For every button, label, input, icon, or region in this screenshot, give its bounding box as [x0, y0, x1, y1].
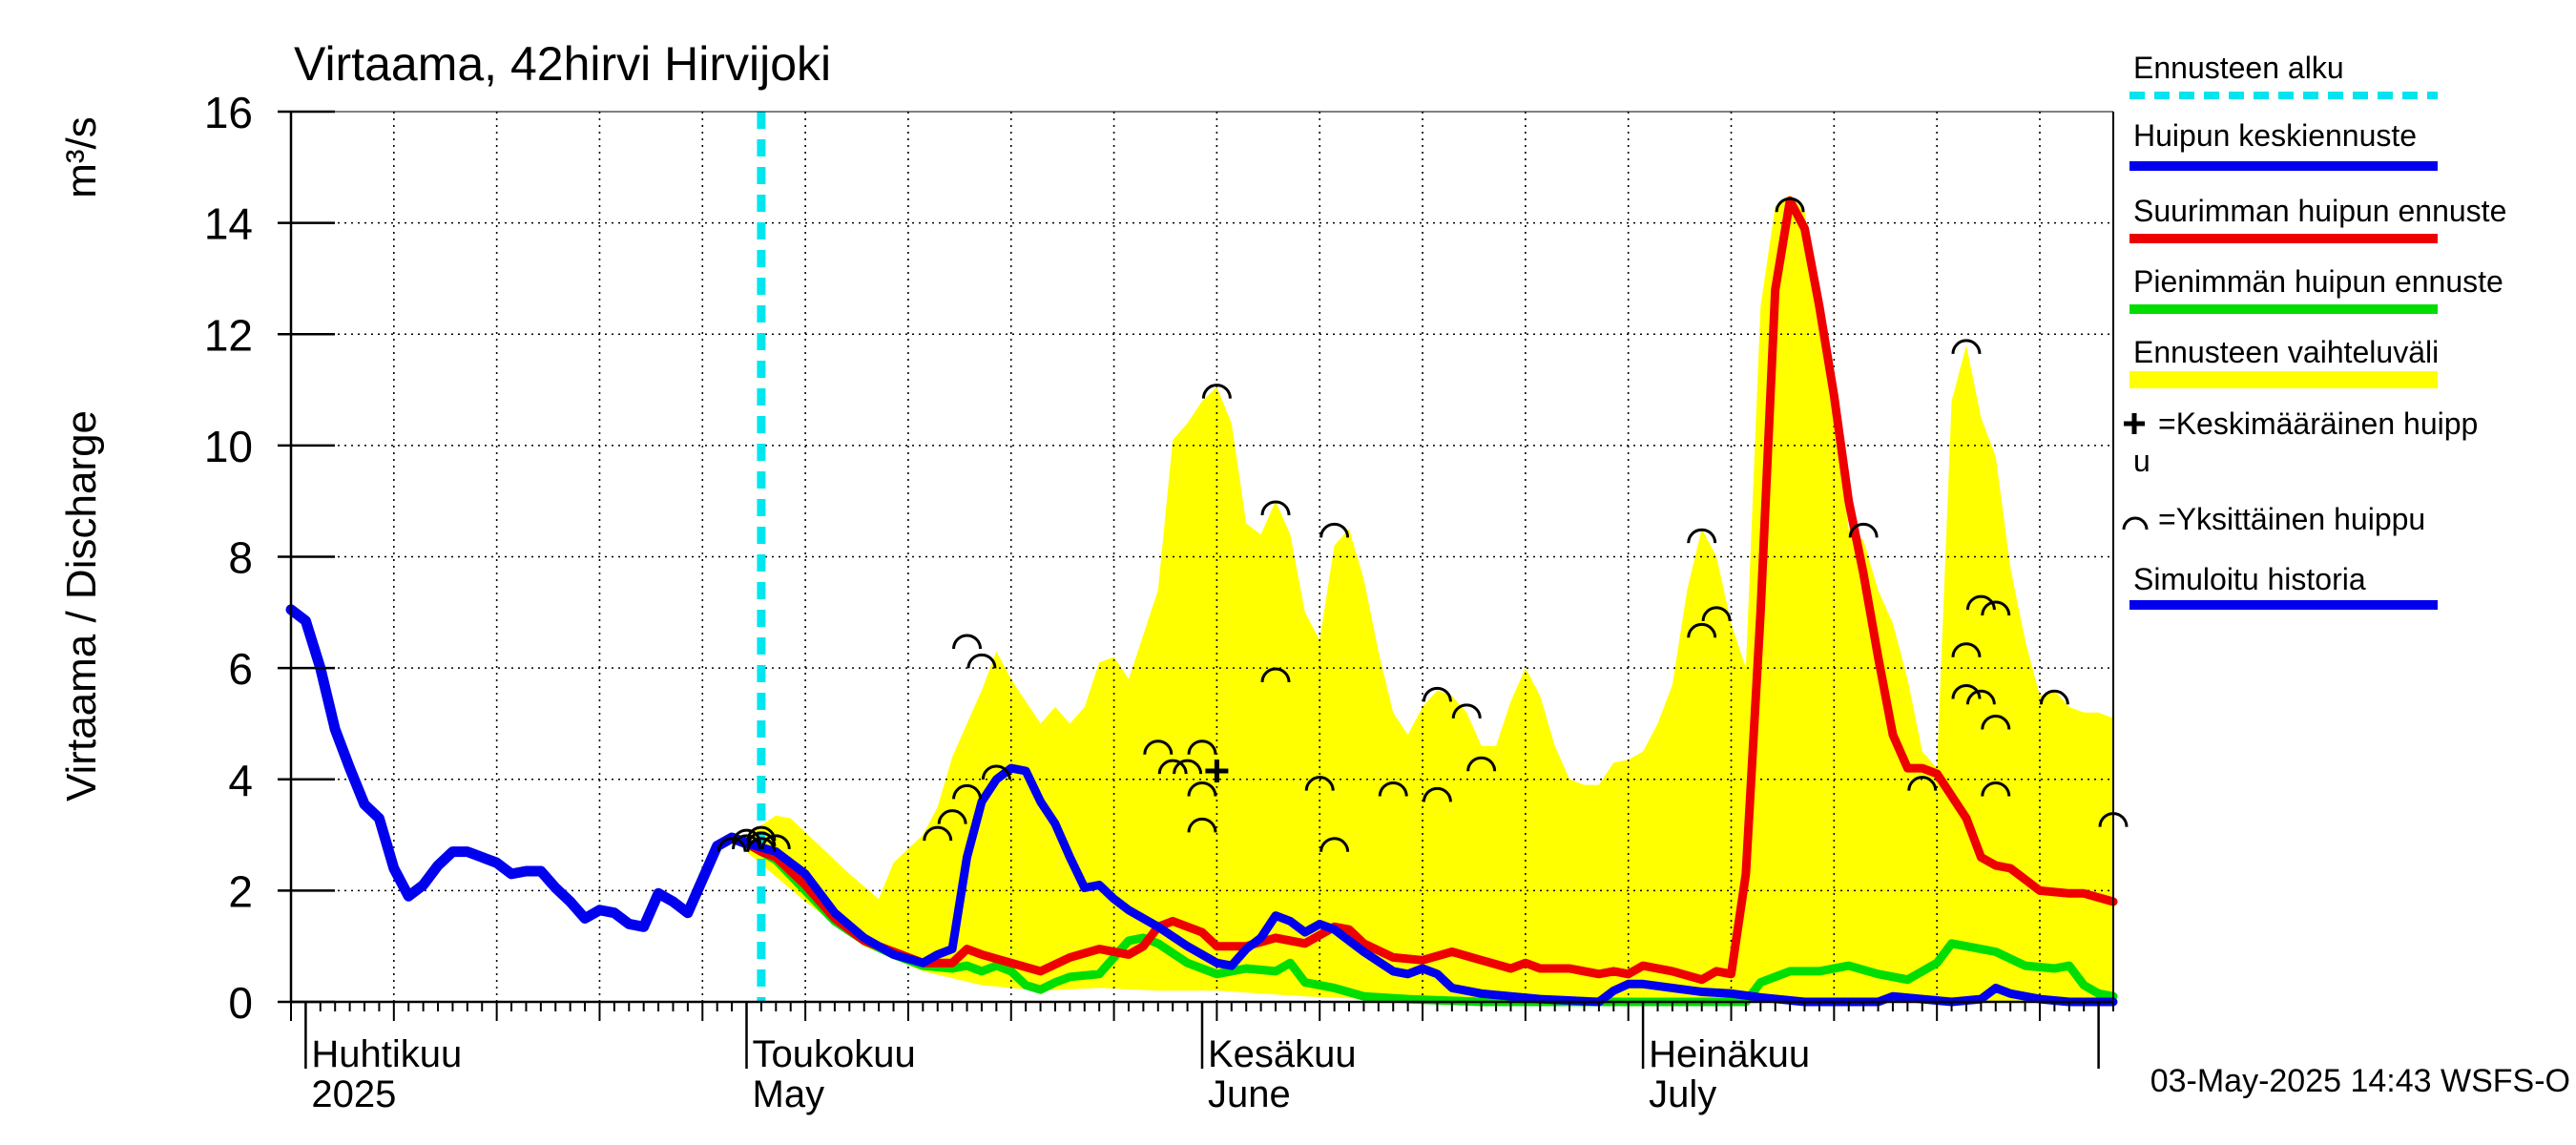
peak-marker-icon — [1260, 667, 1291, 683]
peak-marker-icon — [1157, 759, 1188, 775]
y-tick-label: 8 — [228, 533, 253, 583]
y-tick-label: 0 — [228, 978, 253, 1028]
peak-marker-icon — [1687, 622, 1717, 638]
footer-timestamp: 03-May-2025 14:43 WSFS-O — [2150, 1063, 2570, 1099]
peak-marker-icon — [937, 809, 967, 824]
peak-marker-icon — [1422, 686, 1452, 702]
peak-marker-icon — [717, 837, 747, 852]
legend-plus-icon — [2124, 413, 2145, 434]
month-label: Heinäkuu — [1649, 1033, 1810, 1075]
peak-marker-icon — [1981, 781, 2011, 797]
legend-label-min_peak: Pienimmän huipun ennuste — [2133, 264, 2503, 299]
peak-marker-icon — [1951, 684, 1982, 699]
peak-marker-icon — [1965, 594, 1996, 611]
peak-marker-icon — [746, 837, 777, 852]
peak-marker-icon — [1466, 756, 1497, 772]
chart-title: Virtaama, 42hirvi Hirvijoki — [294, 37, 831, 91]
month-label: Kesäkuu — [1208, 1033, 1357, 1075]
avg-peak-marker-icon — [1205, 760, 1229, 783]
peak-marker-icon — [923, 825, 953, 842]
peak-marker-icon — [952, 783, 983, 800]
series-max_peak — [742, 196, 2118, 985]
peak-marker-icon — [1951, 339, 1982, 355]
legend-label-avg_peak_marker-wrap: u — [2133, 444, 2150, 478]
legend-label-range: Ennusteen vaihteluväli — [2133, 335, 2439, 369]
peak-marker-icon — [1701, 606, 1732, 621]
peak-marker-icon — [1187, 817, 1217, 833]
month-label-en: 2025 — [311, 1073, 396, 1115]
peak-marker-icon — [1687, 528, 1717, 544]
peak-marker-icon — [1319, 837, 1350, 852]
peak-marker-icon — [1201, 384, 1232, 399]
peak-marker-icon — [760, 834, 791, 850]
legend-label-max_peak: Suurimman huipun ennuste — [2133, 194, 2506, 228]
peak-marker-icon — [1422, 786, 1452, 802]
peak-marker-icon — [1304, 776, 1335, 791]
y-tick-label: 4 — [228, 756, 253, 805]
y-tick-label: 14 — [204, 199, 253, 249]
series-min_peak — [742, 839, 2118, 1007]
peak-marker-icon — [1451, 703, 1482, 718]
y-tick-label: 16 — [204, 88, 253, 137]
peak-marker-icon — [1907, 776, 1938, 791]
y-tick-label: 10 — [204, 422, 253, 471]
y-tick-label: 12 — [204, 310, 253, 360]
peak-marker-icon — [1173, 759, 1203, 775]
y-axis-unit: m³/s — [58, 116, 105, 198]
peak-marker-icon — [1187, 781, 1217, 797]
legend: Ennusteen alku Huipun keskiennuste Suurimm… — [2122, 51, 2506, 610]
peak-marker-icon — [1319, 522, 1350, 538]
peak-marker-icon — [1965, 689, 1996, 705]
legend-swatch-range — [2129, 371, 2438, 388]
peak-marker-icon — [2039, 689, 2069, 705]
peak-marker-icon — [1378, 781, 1408, 797]
legend-label-forecast_start: Ennusteen alku — [2133, 51, 2344, 85]
series-history — [285, 604, 752, 932]
month-label-en: June — [1208, 1073, 1291, 1115]
peak-marker-icon — [1260, 500, 1291, 516]
peak-marker-icon — [1981, 600, 2011, 616]
y-axis-label: Virtaama / Discharge — [58, 410, 105, 802]
peak-marker-icon — [966, 653, 997, 669]
month-label-en: May — [753, 1073, 825, 1115]
peak-markers — [717, 197, 2129, 852]
legend-label-single_peak_marker: =Yksittäinen huippu — [2158, 502, 2425, 536]
peak-marker-icon — [1143, 739, 1174, 755]
peak-marker-icon — [1981, 715, 2011, 730]
legend-arc-icon — [2122, 516, 2149, 531]
peak-marker-icon — [1848, 522, 1879, 538]
peak-marker-icon — [732, 834, 761, 850]
peak-marker-icon — [1951, 642, 1982, 657]
legend-label-mean_peak: Huipun keskiennuste — [2133, 118, 2417, 153]
y-tick-label: 2 — [228, 866, 253, 916]
peak-marker-icon — [746, 831, 777, 847]
y-tick-label: 6 — [228, 644, 253, 694]
month-label-en: July — [1649, 1073, 1716, 1115]
legend-label-avg_peak_marker: =Keskimääräinen huipp — [2158, 406, 2478, 441]
month-label: Huhtikuu — [311, 1033, 462, 1075]
peak-marker-icon — [1775, 197, 1805, 213]
peak-marker-icon — [1187, 739, 1217, 755]
month-label: Toukokuu — [753, 1033, 916, 1075]
peak-marker-icon — [952, 634, 983, 650]
legend-label-history: Simuloitu historia — [2133, 562, 2366, 596]
peak-marker-icon — [981, 764, 1011, 781]
